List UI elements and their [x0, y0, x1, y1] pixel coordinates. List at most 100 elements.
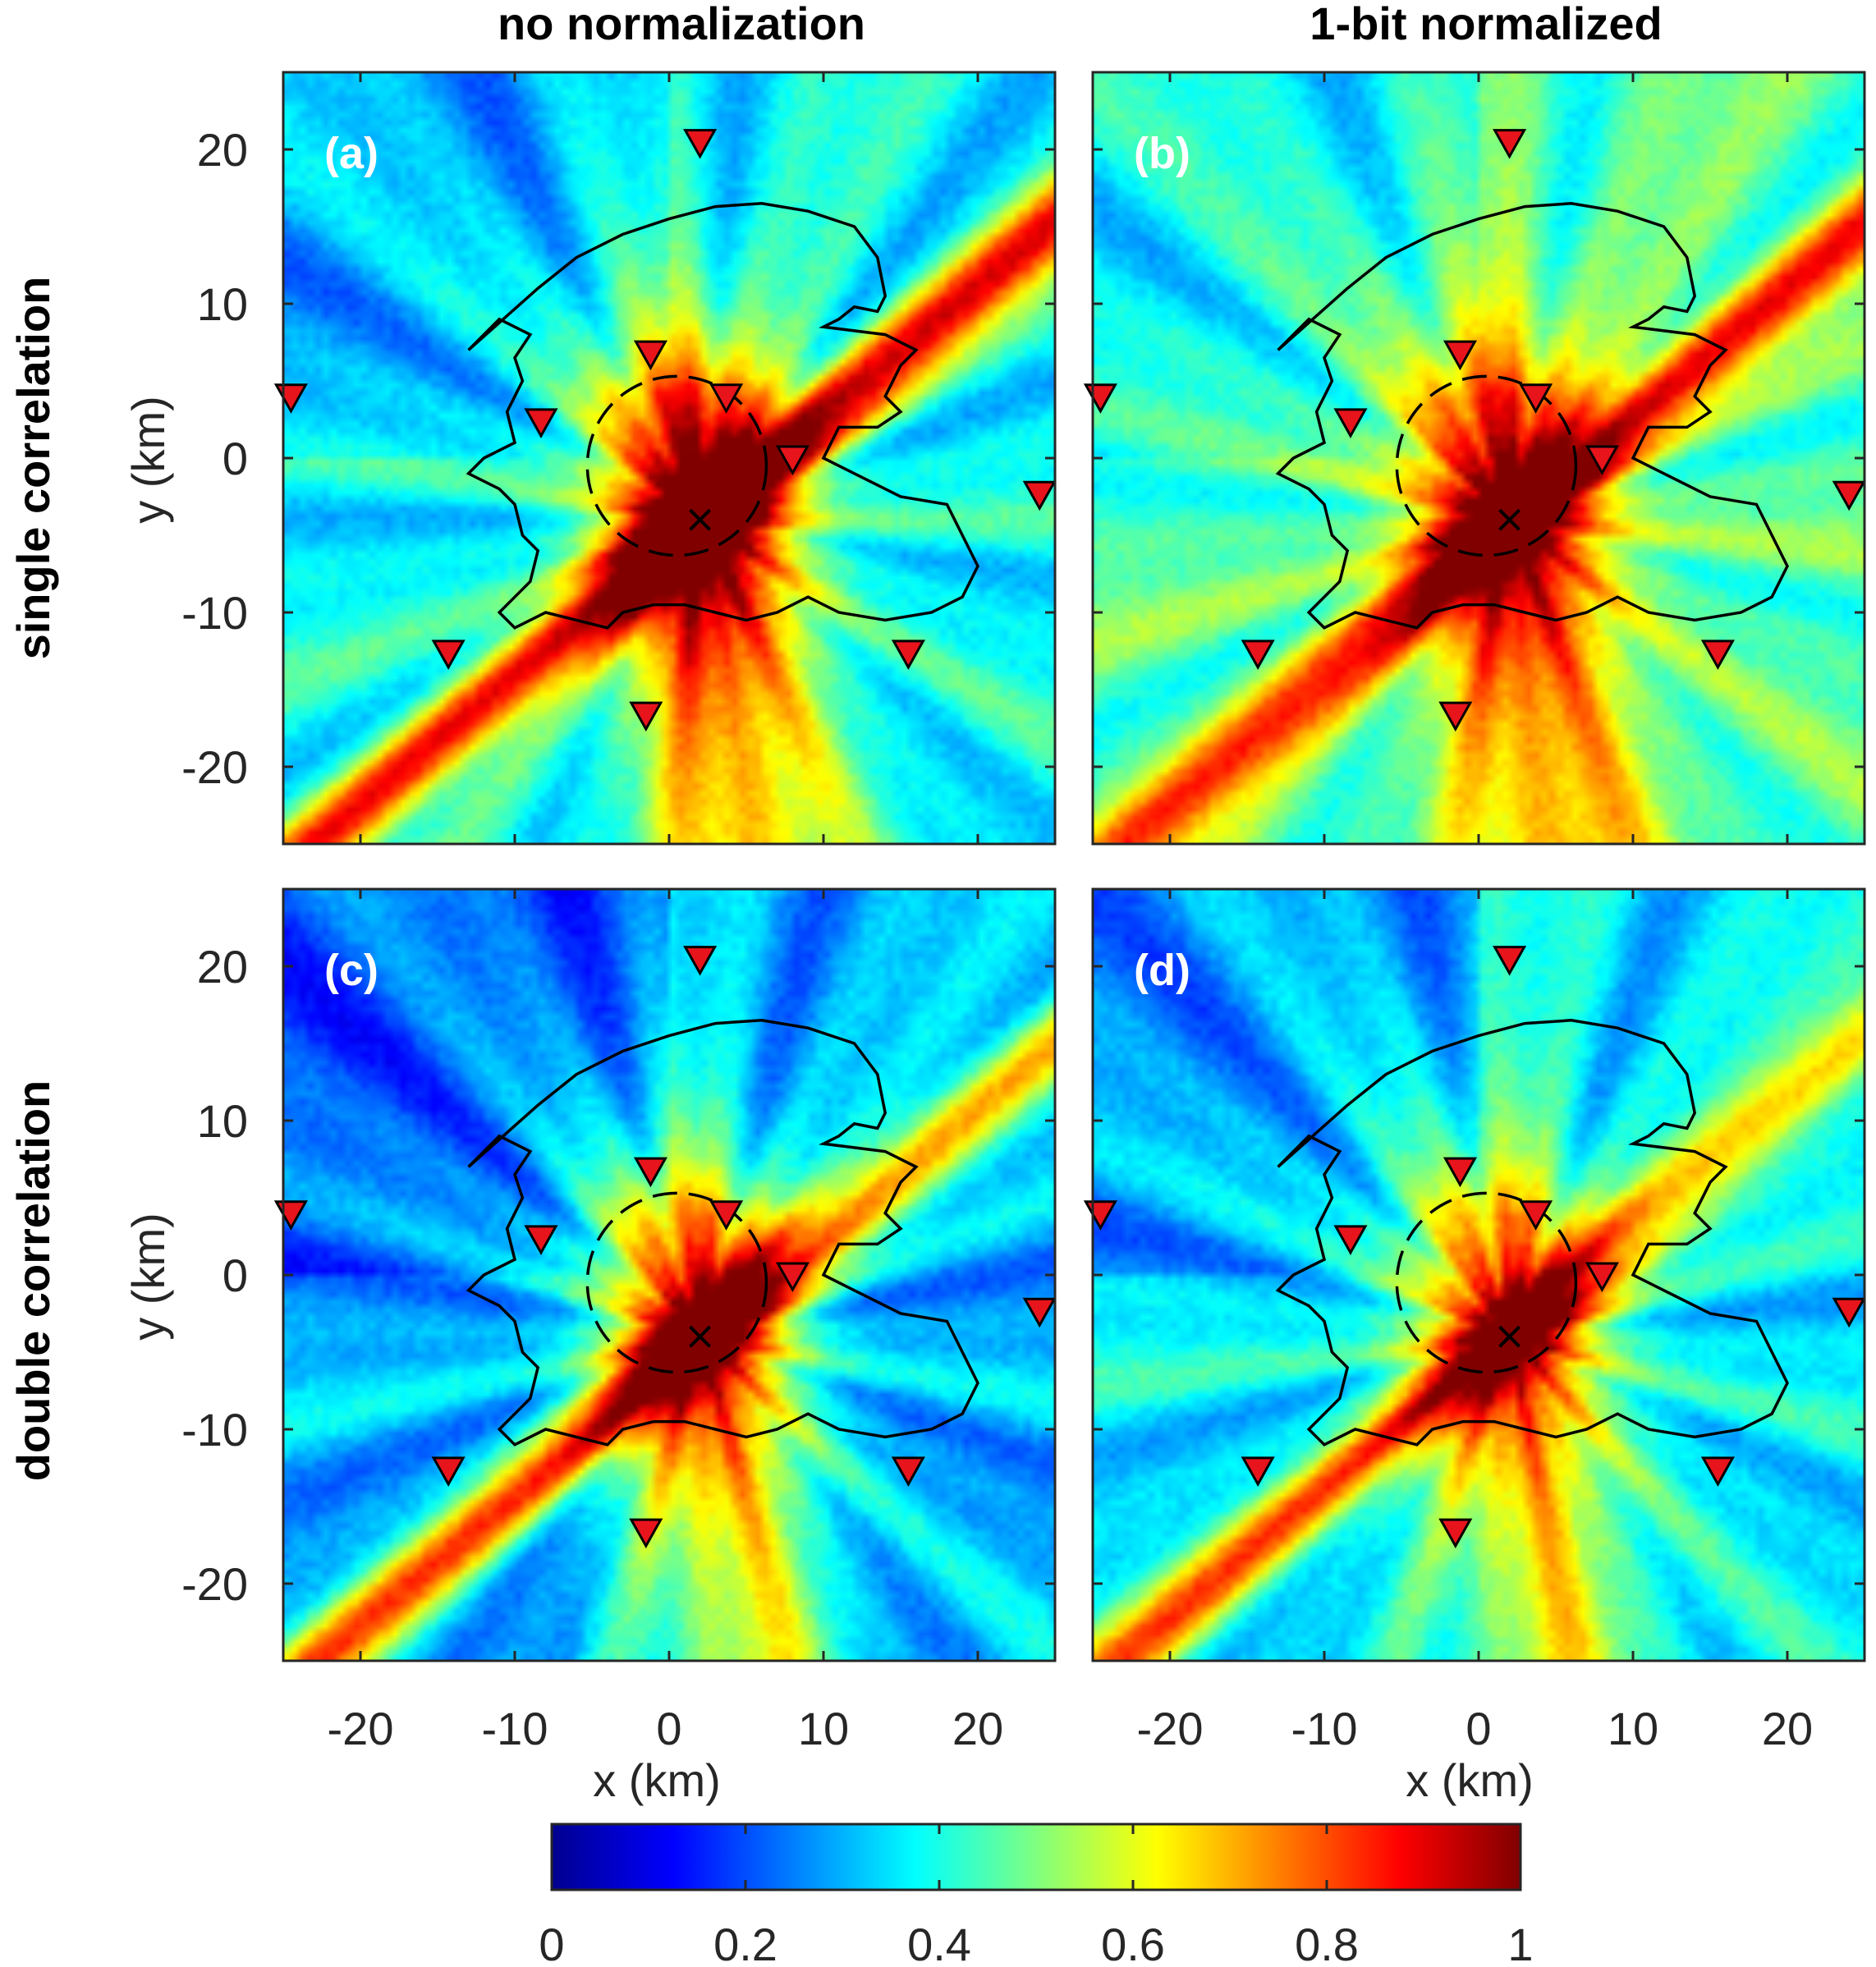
ylabel-bottom: y (km)	[122, 1213, 174, 1341]
station-marker	[633, 340, 668, 371]
colorbar-tick-label: 0.6	[1101, 1919, 1165, 1967]
station-marker	[1585, 1262, 1619, 1293]
source-x-marker	[689, 508, 712, 531]
axes-ticks: -20 -10 0 10 20 -20 -10 0 10 20 -20 -10 0 10 20 -20 -10 0…	[181, 72, 1865, 1754]
glacier-outline	[1275, 1019, 1789, 1447]
heatmap-image	[1093, 72, 1865, 844]
station-marker	[629, 701, 663, 732]
station-marker	[1585, 445, 1619, 476]
glacier-outline	[466, 1019, 979, 1447]
station-marker	[1333, 408, 1368, 438]
station-marker	[1493, 129, 1527, 159]
column-title-no-normalization: no normalization	[498, 0, 865, 49]
y-tick-label: -20	[181, 1558, 248, 1610]
station-marker	[709, 1200, 744, 1231]
station-marker	[431, 640, 466, 670]
source-x-marker	[689, 1325, 712, 1348]
colorbar-tick-label: 1	[1507, 1919, 1533, 1967]
station-marker	[1493, 946, 1527, 976]
x-tick-label: 20	[952, 1703, 1003, 1754]
station-marker	[524, 408, 558, 438]
colorbar-gradient	[550, 1823, 1522, 1891]
y-tick-label: -10	[181, 1404, 248, 1456]
station-marker	[1700, 1456, 1735, 1487]
station-marker	[524, 1225, 558, 1255]
xlabel-left: x (km)	[593, 1754, 721, 1806]
row-title-single-correlation: single correlation	[7, 277, 59, 660]
heatmap-image	[283, 889, 1055, 1661]
panel-label: (b)	[1134, 129, 1190, 178]
overlay-group	[273, 946, 1057, 1549]
panel-label: (a)	[324, 129, 378, 178]
y-tick-label: 10	[197, 1095, 248, 1147]
panel-d: (d)	[1083, 887, 1866, 1662]
panel-c: (c)	[273, 887, 1057, 1662]
xlabel-right: x (km)	[1406, 1754, 1534, 1806]
station-marker	[1333, 1225, 1368, 1255]
x-tick-label: -10	[482, 1703, 548, 1754]
colorbar-ticks: 0 0.2 0.4 0.6 0.8 1	[539, 1824, 1534, 1967]
station-marker	[1443, 1157, 1478, 1188]
station-marker	[1241, 640, 1275, 670]
row-title-double-correlation: double correlation	[7, 1080, 59, 1482]
column-title-1bit-normalized: 1-bit normalized	[1310, 0, 1662, 49]
colorbar-tick-label: 0.2	[713, 1919, 777, 1967]
heatmap-image	[283, 72, 1055, 844]
colorbar-tick-label: 0	[539, 1919, 564, 1967]
y-tick-label: 0	[222, 433, 248, 484]
y-tick-label: 10	[197, 278, 248, 330]
station-marker	[683, 129, 718, 159]
x-tick-label: 0	[1465, 1703, 1491, 1754]
station-marker	[1700, 640, 1735, 670]
station-marker	[431, 1456, 466, 1487]
y-tick-label: -10	[181, 587, 248, 639]
station-marker	[1022, 1297, 1057, 1328]
panel-b: (b)	[1083, 71, 1866, 846]
station-marker	[1443, 340, 1478, 371]
ylabel-top: y (km)	[122, 396, 174, 524]
x-tick-label: -20	[328, 1703, 394, 1754]
dashed-ellipse	[585, 1191, 768, 1374]
x-tick-label: 10	[798, 1703, 849, 1754]
dashed-ellipse	[1395, 374, 1578, 557]
station-marker	[1022, 480, 1057, 511]
station-marker	[1438, 701, 1473, 732]
x-tick-label: -20	[1137, 1703, 1204, 1754]
station-marker	[891, 640, 925, 670]
x-tick-label: 20	[1762, 1703, 1813, 1754]
station-marker	[1438, 1518, 1473, 1549]
station-marker	[1241, 1456, 1275, 1487]
panel-a: (a)	[273, 71, 1057, 846]
station-marker	[775, 445, 810, 476]
station-marker	[1518, 1200, 1553, 1231]
panel-label: (c)	[324, 946, 378, 995]
station-marker	[1832, 480, 1866, 511]
station-marker	[775, 1262, 810, 1293]
y-tick-label: 0	[222, 1249, 248, 1301]
station-marker	[629, 1518, 663, 1549]
glacier-outline	[466, 202, 979, 630]
station-marker	[891, 1456, 925, 1487]
panel-label: (d)	[1134, 946, 1190, 995]
glacier-outline	[1275, 202, 1789, 630]
dashed-ellipse	[585, 374, 768, 557]
colorbar-tick-label: 0.4	[907, 1919, 971, 1967]
dashed-ellipse	[1395, 1191, 1578, 1374]
overlay-group	[1083, 946, 1866, 1549]
heatmap-image	[1093, 889, 1865, 1661]
x-tick-label: 0	[656, 1703, 681, 1754]
colorbar: 0 0.2 0.4 0.6 0.8 1	[539, 1823, 1534, 1967]
x-tick-label: 10	[1608, 1703, 1658, 1754]
station-marker	[1518, 383, 1553, 414]
station-marker	[683, 946, 718, 976]
overlay-group	[1083, 129, 1866, 732]
y-tick-label: 20	[197, 941, 248, 993]
station-marker	[633, 1157, 668, 1188]
station-marker	[1832, 1297, 1866, 1328]
source-x-marker	[1498, 508, 1521, 531]
y-tick-label: -20	[181, 741, 248, 793]
source-x-marker	[1498, 1325, 1521, 1348]
y-tick-label: 20	[197, 124, 248, 176]
station-marker	[709, 383, 744, 414]
